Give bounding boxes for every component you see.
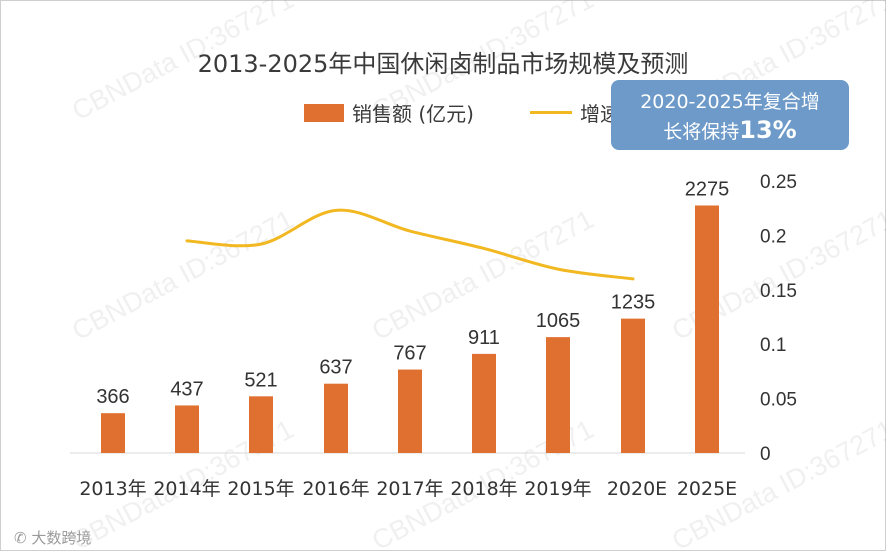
bar-value-label: 911 — [468, 327, 500, 349]
bar — [695, 205, 719, 453]
bar — [398, 369, 422, 453]
bar-value-label: 437 — [170, 378, 203, 400]
callout-percent: 13% — [739, 116, 797, 144]
bar — [472, 353, 496, 453]
bar — [175, 405, 199, 453]
x-tick-label: 2025E — [677, 478, 737, 500]
y-right-tick-label: 0.15 — [760, 281, 797, 302]
legend-swatch-line — [529, 111, 572, 114]
y-right-tick-label: 0 — [760, 444, 771, 465]
x-tick-label: 2020E — [607, 478, 667, 500]
bar — [546, 337, 570, 453]
x-tick-label: 2014年 — [153, 478, 220, 500]
x-tick-label: 2018年 — [450, 478, 517, 500]
bar-value-label: 767 — [393, 343, 426, 365]
y-right-tick-label: 0.1 — [760, 335, 786, 356]
bar-value-label: 521 — [244, 369, 277, 391]
bar-value-label: 366 — [96, 386, 129, 408]
callout-line1: 2020-2025年复合增 — [640, 91, 820, 113]
legend-label-sales: 销售额 (亿元) — [352, 102, 474, 126]
bar — [324, 383, 348, 453]
y-right-tick-label: 0.05 — [760, 390, 797, 411]
bar — [101, 413, 125, 453]
x-tick-label: 2013年 — [79, 478, 146, 500]
bar-value-label: 637 — [319, 357, 352, 379]
callout-line2-prefix: 长将保持 — [663, 121, 740, 143]
bar — [249, 396, 273, 453]
x-tick-label: 2015年 — [227, 478, 294, 500]
bar-value-label: 2275 — [685, 178, 730, 200]
bar — [621, 318, 645, 453]
callout-line2: 长将保持13% — [611, 116, 849, 144]
bar-value-label: 1235 — [611, 292, 656, 314]
cagr-callout: 2020-2025年复合增 长将保持13% — [611, 80, 849, 150]
x-tick-label: 2017年 — [376, 478, 443, 500]
growth-line — [185, 208, 635, 281]
brand-text: 大数跨境 — [31, 529, 92, 547]
legend-swatch-bar — [304, 103, 344, 122]
chart-title: 2013-2025年中国休闲卤制品市场规模及预测 — [197, 50, 689, 78]
y-right-tick-label: 0.25 — [760, 172, 797, 193]
legend: 销售额 (亿元) 增速 — [304, 98, 620, 127]
brand-logo-text: ✆ 大数跨境 — [14, 529, 92, 547]
y-right-tick-label: 0.2 — [760, 226, 786, 247]
x-tick-label: 2016年 — [302, 478, 369, 500]
x-tick-label: 2019年 — [524, 478, 591, 500]
bar-value-label: 1065 — [536, 310, 581, 332]
